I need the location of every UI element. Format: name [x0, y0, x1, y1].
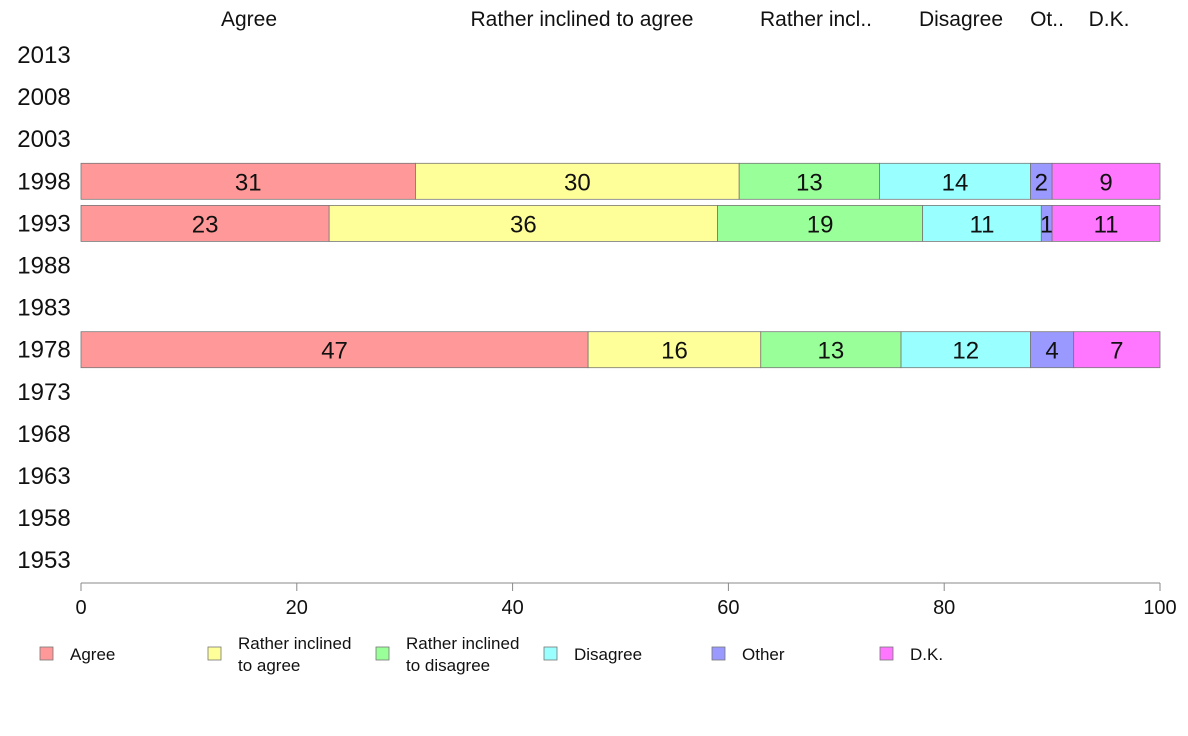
bar-segment — [80, 331, 589, 369]
bar-value-label: 7 — [1110, 338, 1123, 365]
top-column-label: Disagree — [919, 8, 1003, 31]
top-column-label: Rather inclined to agree — [471, 8, 694, 31]
year-label: 1958 — [17, 505, 70, 532]
bar-value-label: 4 — [1045, 338, 1058, 365]
bar-value-label: 1 — [1040, 211, 1053, 238]
x-tick-label: 100 — [1143, 597, 1176, 619]
legend-label: Disagree — [574, 645, 642, 664]
bar-value-label: 31 — [235, 169, 262, 196]
legend-swatch — [543, 646, 558, 661]
bar-segment — [80, 204, 330, 242]
bar-segment — [1051, 204, 1161, 242]
top-column-label: D.K. — [1089, 8, 1130, 31]
year-label: 1953 — [17, 547, 70, 574]
legend-label: to agree — [238, 656, 300, 675]
legend-label: Other — [742, 645, 785, 664]
year-label: 1993 — [17, 210, 70, 237]
legend-swatch — [39, 646, 54, 661]
top-column-label: Rather incl.. — [760, 8, 872, 31]
bar-segment — [80, 162, 416, 200]
bar-segment — [879, 162, 1031, 200]
legend-label: Agree — [70, 645, 115, 664]
top-column-label: Ot.. — [1030, 8, 1064, 31]
bar-value-label: 14 — [942, 169, 969, 196]
year-label: 1973 — [17, 379, 70, 406]
bar-value-label: 9 — [1099, 169, 1112, 196]
year-label: 2008 — [17, 84, 70, 111]
bar-segment — [328, 204, 719, 242]
year-label: 1963 — [17, 463, 70, 490]
bar-value-label: 16 — [661, 338, 688, 365]
bar-value-label: 23 — [192, 211, 219, 238]
bar-value-label: 47 — [321, 338, 348, 365]
bar-segment — [415, 162, 740, 200]
bar-value-label: 30 — [564, 169, 591, 196]
legend-swatch — [879, 646, 894, 661]
bar-value-label: 2 — [1035, 169, 1048, 196]
legend-label: D.K. — [910, 645, 943, 664]
bar-segment — [717, 204, 924, 242]
bar-segment — [900, 331, 1031, 369]
bar-segment — [587, 331, 762, 369]
bar-segment — [922, 204, 1042, 242]
year-label: 1983 — [17, 295, 70, 322]
bar-segment — [1051, 162, 1161, 200]
legend-label: Rather inclined — [406, 634, 519, 653]
year-label: 1988 — [17, 253, 70, 280]
x-tick-label: 40 — [501, 597, 523, 619]
year-label: 2013 — [17, 42, 70, 69]
year-label: 1998 — [17, 168, 70, 195]
bar-value-label: 12 — [952, 338, 979, 365]
bar-value-label: 36 — [510, 211, 537, 238]
legend-label: Rather inclined — [238, 634, 351, 653]
bar-segment — [1073, 331, 1161, 369]
x-tick-label: 20 — [286, 597, 308, 619]
legend-swatch — [375, 646, 390, 661]
top-column-label: Agree — [221, 8, 277, 31]
bar-value-label: 13 — [818, 338, 845, 365]
bar-value-label: 11 — [970, 211, 995, 238]
year-label: 2003 — [17, 126, 70, 153]
bar-value-label: 13 — [796, 169, 823, 196]
bar-segment — [738, 162, 880, 200]
bar-value-label: 19 — [807, 211, 834, 238]
x-tick-label: 60 — [717, 597, 739, 619]
year-label: 1968 — [17, 421, 70, 448]
legend-swatch — [711, 646, 726, 661]
legend-label: to disagree — [406, 656, 490, 675]
x-tick-label: 80 — [933, 597, 955, 619]
x-tick-label: 0 — [75, 597, 86, 619]
year-label: 1978 — [17, 337, 70, 364]
bar-value-label: 11 — [1094, 211, 1119, 238]
legend-swatch — [207, 646, 222, 661]
